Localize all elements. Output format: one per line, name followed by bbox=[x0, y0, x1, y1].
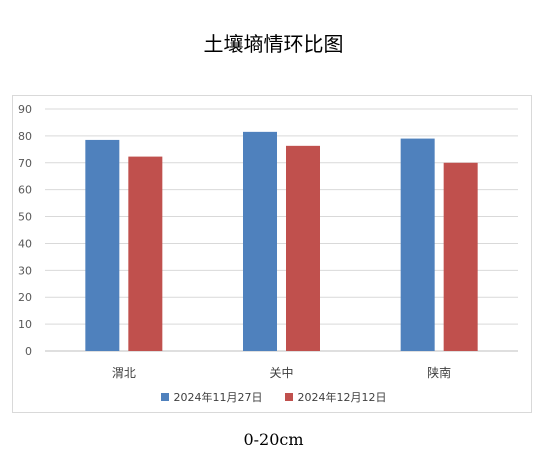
y-tick-label: 50 bbox=[18, 211, 32, 224]
y-tick-label: 90 bbox=[18, 103, 32, 116]
y-tick-label: 80 bbox=[18, 130, 32, 143]
y-tick-label: 40 bbox=[18, 237, 32, 250]
legend-item-series-1: 2024年11月27日 bbox=[160, 389, 263, 405]
bar-关中-series-1 bbox=[243, 131, 277, 351]
legend-item-series-2: 2024年12月12日 bbox=[284, 389, 387, 405]
chart-caption: 0-20cm bbox=[243, 430, 304, 449]
legend-label-series-2: 2024年12月12日 bbox=[297, 391, 387, 404]
y-tick-label: 0 bbox=[25, 345, 32, 358]
legend-swatch-series-1 bbox=[160, 393, 169, 401]
y-tick-label: 70 bbox=[18, 157, 32, 170]
legend-label-series-1: 2024年11月27日 bbox=[173, 391, 263, 404]
bar-关中-series-2 bbox=[286, 145, 320, 351]
legend-swatch-series-2 bbox=[284, 393, 293, 401]
x-tick-label: 关中 bbox=[269, 365, 293, 380]
bar-陕南-series-2 bbox=[443, 162, 478, 351]
x-tick-label: 渭北 bbox=[112, 366, 136, 380]
x-tick-label: 陕南 bbox=[427, 365, 451, 380]
y-tick-label: 60 bbox=[18, 184, 32, 197]
bar-渭北-series-2 bbox=[128, 156, 163, 351]
y-tick-label: 30 bbox=[18, 264, 32, 277]
y-tick-label: 20 bbox=[18, 291, 32, 304]
bar-陕南-series-1 bbox=[400, 138, 435, 351]
y-tick-label: 10 bbox=[18, 318, 32, 331]
bar-渭北-series-1 bbox=[85, 139, 120, 351]
chart-title: 土壤墒情环比图 bbox=[203, 32, 344, 56]
chart-legend: 2024年11月27日 2024年12月12日 bbox=[0, 389, 547, 405]
